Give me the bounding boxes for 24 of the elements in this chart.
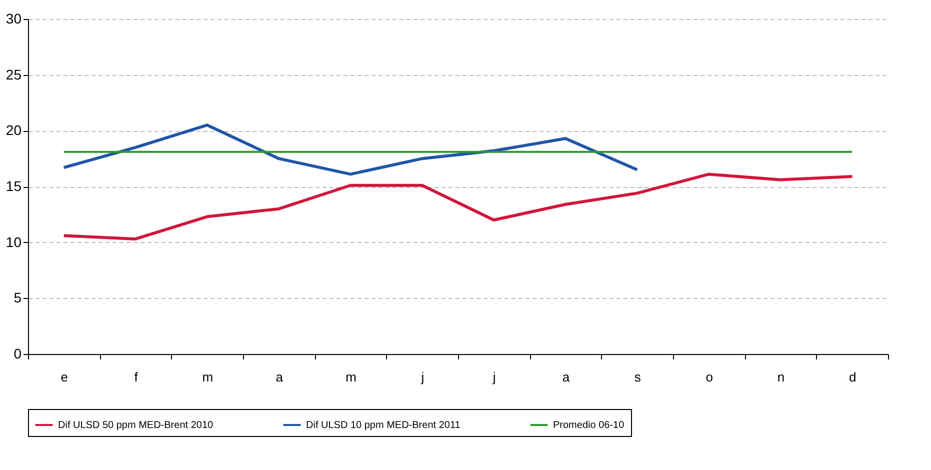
y-tick-label: 30 [6,10,22,26]
x-tick-label: m [346,370,356,384]
legend-label: Dif ULSD 50 ppm MED-Brent 2010 [58,420,214,431]
y-tick-label: 5 [14,290,22,306]
x-tick-label: a [562,370,570,384]
x-tick-label: m [202,370,214,384]
x-tick-label: d [849,370,856,384]
line-series [62,172,854,240]
y-tick-label: 10 [6,234,22,250]
y-tick-label: 25 [6,66,22,82]
x-tick-label: j [492,370,496,384]
x-tick-label: a [276,370,284,384]
y-tick-label: 20 [6,122,22,138]
y-tick-label: 0 [14,346,22,362]
legend-label: Dif ULSD 10 ppm MED-Brent 2011 [306,420,461,431]
x-tick-label: e [60,370,68,384]
y-tick-label: 15 [6,178,22,194]
x-tick-label: s [634,370,642,384]
legend-label: Promedio 06-10 [553,420,625,431]
x-tick-label: f [134,370,138,384]
x-tick-label: o [706,370,713,384]
x-tick-label: n [777,370,785,384]
x-tick-label: j [420,370,424,384]
line-series [62,124,639,176]
